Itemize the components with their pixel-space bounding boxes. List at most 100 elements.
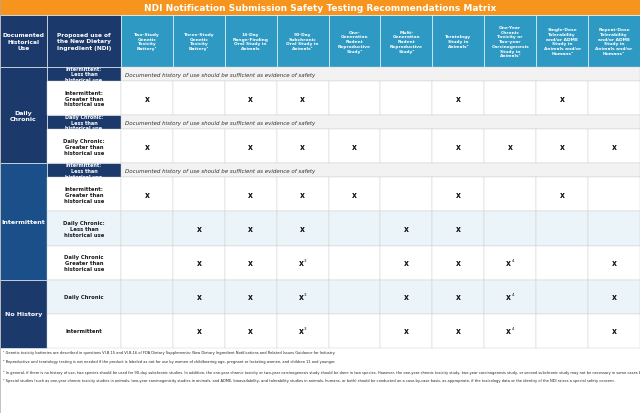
Bar <box>328 280 381 314</box>
Bar <box>47 130 121 164</box>
Text: x: x <box>404 224 409 233</box>
Text: x: x <box>300 224 305 233</box>
Bar <box>484 82 536 116</box>
Bar <box>536 178 588 212</box>
Bar <box>173 314 225 348</box>
Text: x: x <box>612 142 616 151</box>
Text: x: x <box>404 259 409 268</box>
Bar <box>328 82 381 116</box>
Bar <box>588 130 640 164</box>
Text: No History: No History <box>5 311 42 317</box>
Bar <box>276 178 328 212</box>
Text: One-
Generation
Rodent
Reproductive
Study²: One- Generation Rodent Reproductive Stud… <box>338 31 371 53</box>
Bar <box>121 212 173 246</box>
Bar <box>47 212 121 246</box>
Text: 3: 3 <box>304 327 307 331</box>
Text: 4: 4 <box>511 327 514 331</box>
Text: 3: 3 <box>304 292 307 297</box>
Bar <box>276 246 328 280</box>
Bar <box>121 16 173 68</box>
Text: x: x <box>248 190 253 199</box>
Text: x: x <box>196 259 202 268</box>
Text: x: x <box>300 94 305 103</box>
Bar <box>536 212 588 246</box>
Bar <box>484 178 536 212</box>
Text: ³ In general, if there is no history of use, two species should be used for 90-d: ³ In general, if there is no history of … <box>3 369 640 374</box>
Text: One-Year
Chronic
Toxicity or
Two-year
Carcinogenesis
Study in
Animals⁴: One-Year Chronic Toxicity or Two-year Ca… <box>492 26 529 58</box>
Text: x: x <box>299 327 303 336</box>
Text: Intermittent:
Less than
historical use: Intermittent: Less than historical use <box>65 66 102 83</box>
Bar <box>381 178 433 212</box>
Bar <box>225 314 276 348</box>
Bar <box>173 178 225 212</box>
Text: x: x <box>612 292 616 301</box>
Bar <box>173 212 225 246</box>
Text: x: x <box>560 190 564 199</box>
Text: ² Reproductive and teratology testing is not needed if the product is labeled as: ² Reproductive and teratology testing is… <box>3 360 335 363</box>
Bar <box>433 130 484 164</box>
Text: Documented history of use should be sufficient as evidence of safety: Documented history of use should be suff… <box>125 169 316 173</box>
Bar <box>484 280 536 314</box>
Bar <box>588 212 640 246</box>
Text: Daily Chronic
Greater than
historical use: Daily Chronic Greater than historical us… <box>64 255 104 271</box>
Bar <box>484 314 536 348</box>
Bar <box>47 280 121 314</box>
Text: 14-Day
Range-Finding
Oral Study in
Animals: 14-Day Range-Finding Oral Study in Anima… <box>233 33 269 51</box>
Text: x: x <box>196 224 202 233</box>
Text: x: x <box>508 142 513 151</box>
Bar <box>276 212 328 246</box>
Bar <box>225 82 276 116</box>
Bar <box>121 116 640 130</box>
Text: x: x <box>248 292 253 301</box>
Bar <box>121 164 640 178</box>
Bar <box>381 212 433 246</box>
Text: x: x <box>300 142 305 151</box>
Bar <box>121 280 173 314</box>
Text: ¹ Genetic toxicity batteries are described in questions VI.B.15 and VI.B.16 of F: ¹ Genetic toxicity batteries are describ… <box>3 350 335 354</box>
Text: Single-Dose
Tolerability
and/or ADME
Study in
Animals and/or
Humans⁴: Single-Dose Tolerability and/or ADME Stu… <box>543 28 580 56</box>
Bar <box>328 16 381 68</box>
Text: x: x <box>248 259 253 268</box>
Bar <box>276 314 328 348</box>
Bar <box>225 280 276 314</box>
Bar <box>0 280 47 348</box>
Text: x: x <box>456 327 461 336</box>
Bar <box>47 314 121 348</box>
Text: x: x <box>560 94 564 103</box>
Bar <box>381 280 433 314</box>
Bar <box>121 82 173 116</box>
Text: x: x <box>456 292 461 301</box>
Bar <box>588 280 640 314</box>
Bar <box>381 314 433 348</box>
Bar <box>328 246 381 280</box>
Bar <box>276 280 328 314</box>
Text: x: x <box>145 142 149 151</box>
Text: x: x <box>506 259 511 268</box>
Text: x: x <box>248 327 253 336</box>
Text: x: x <box>299 259 303 268</box>
Bar <box>225 130 276 164</box>
Text: x: x <box>456 94 461 103</box>
Text: x: x <box>196 292 202 301</box>
Text: Two-Study
Genetic
Toxicity
Battery¹: Two-Study Genetic Toxicity Battery¹ <box>134 33 160 51</box>
Bar <box>433 178 484 212</box>
Text: x: x <box>612 259 616 268</box>
Bar <box>121 68 640 82</box>
Bar <box>47 82 121 116</box>
Text: Daily Chronic:
Less than
historical use: Daily Chronic: Less than historical use <box>65 114 103 131</box>
Bar <box>47 116 121 130</box>
Bar <box>225 246 276 280</box>
Bar <box>588 246 640 280</box>
Bar <box>536 314 588 348</box>
Text: ⁴ Special studies (such as one-year chronic toxicity studies in animals, two-yea: ⁴ Special studies (such as one-year chro… <box>3 379 615 382</box>
Text: x: x <box>456 142 461 151</box>
Bar <box>328 314 381 348</box>
Bar <box>433 82 484 116</box>
Text: Documented
Historical
Use: Documented Historical Use <box>3 33 45 50</box>
Text: Intermittent:
Less than
historical use: Intermittent: Less than historical use <box>65 163 102 179</box>
Text: 90-Day
Subchronic
Oral Study in
Animals³: 90-Day Subchronic Oral Study in Animals³ <box>287 33 319 51</box>
Bar <box>484 16 536 68</box>
Text: x: x <box>248 142 253 151</box>
Text: Intermittent: Intermittent <box>2 219 45 224</box>
Bar <box>536 16 588 68</box>
